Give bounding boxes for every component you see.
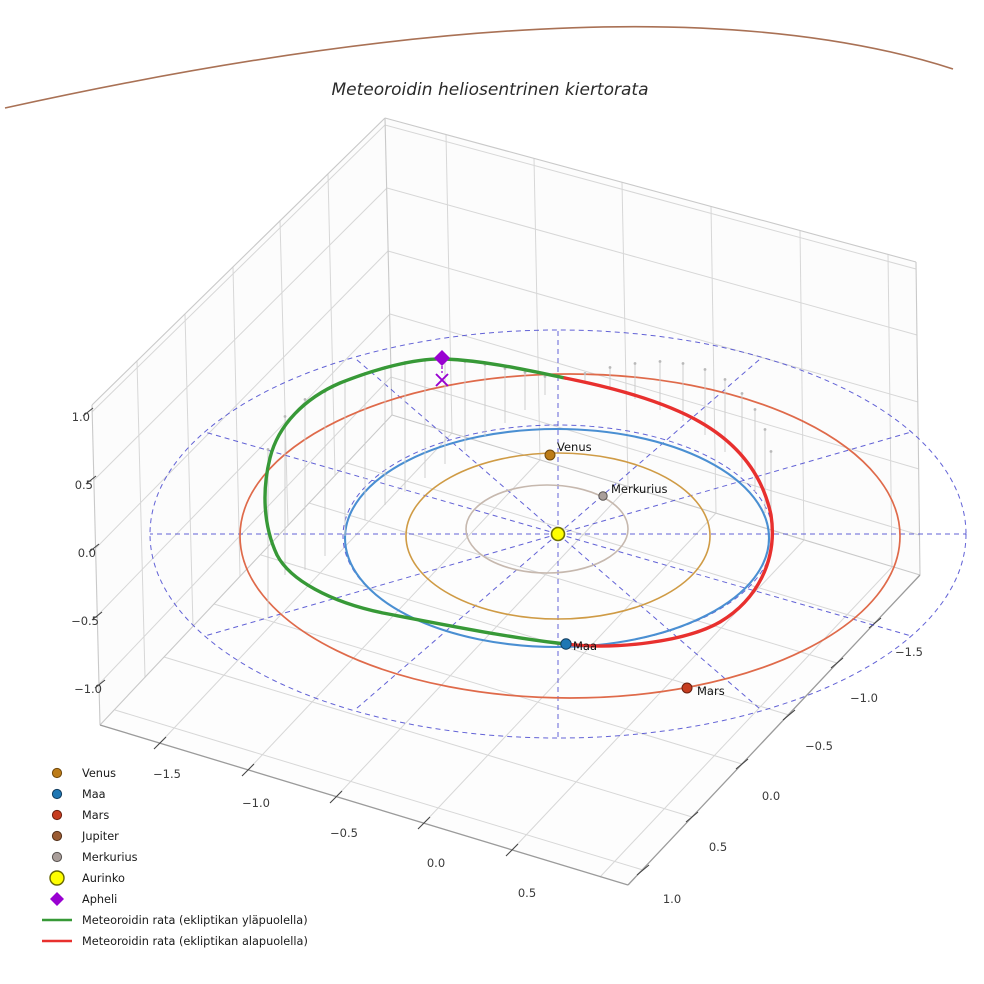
planet-orbits	[4, 25, 954, 699]
mars-label: Mars	[697, 684, 725, 698]
stem-dot	[633, 362, 637, 365]
stem-dot	[283, 415, 287, 418]
legend-label-meteoroid-below: Meteoroidin rata (ekliptikan alapuolella…	[82, 935, 308, 948]
legend-label-jupiter: Jupiter	[81, 830, 119, 843]
venus-orbit	[405, 452, 711, 620]
legend-marker-maa	[51, 788, 63, 800]
earth-label: Maa	[573, 639, 597, 653]
legend-marker-aurinko	[49, 870, 65, 886]
mercury-orbit	[465, 484, 629, 574]
stem-dot	[658, 360, 662, 363]
x-tick-label: 0.5	[518, 886, 536, 900]
stem-dot	[543, 375, 547, 378]
legend: Venus Maa Mars Jupiter Merkurius Aurinko…	[42, 767, 308, 948]
x-tick-label: −1.0	[242, 796, 270, 810]
ecliptic-circle-2au	[149, 329, 967, 739]
ecliptic-spoke-line	[204, 431, 559, 535]
x-axis-line	[99, 724, 629, 886]
pane-right-wall	[384, 118, 920, 575]
x-tick-label: −1.5	[153, 767, 181, 781]
legend-label-maa: Maa	[82, 788, 106, 801]
ecliptic-spoke-line	[204, 533, 559, 637]
stem-dot	[763, 428, 767, 431]
chart-title: Meteoroidin heliosentrinen kiertorata	[332, 80, 649, 100]
x-tick-label: −0.5	[330, 826, 358, 840]
mercury-label: Merkurius	[611, 482, 668, 496]
z-tick-label: −0.5	[71, 614, 99, 628]
jupiter-orbit-arc	[4, 25, 954, 109]
y-tick-label: −0.5	[805, 739, 833, 753]
stem-dot	[681, 362, 685, 365]
aphelion-group	[434, 350, 450, 387]
mars-marker	[681, 682, 693, 694]
stem-dot	[303, 398, 307, 401]
y-tick-label: 1.0	[663, 892, 681, 906]
mercury-marker	[598, 491, 608, 501]
body-labels: Venus Merkurius Maa Mars	[557, 440, 725, 698]
legend-label-merkurius: Merkurius	[82, 851, 138, 864]
legend-label-venus: Venus	[82, 767, 116, 780]
legend-label-meteoroid-above: Meteoroidin rata (ekliptikan yläpuolella…	[82, 914, 308, 927]
y-tick-label: 0.5	[709, 840, 727, 854]
y-tick-label: −1.0	[850, 691, 878, 705]
legend-marker-apheli	[50, 892, 64, 906]
z-tick-label: 1.0	[72, 410, 90, 424]
legend-marker-merkurius	[51, 851, 63, 863]
ecliptic-spoke-line	[557, 431, 912, 535]
legend-marker-venus	[51, 767, 63, 779]
y-tick-label: −1.5	[895, 645, 923, 659]
stem-dot	[266, 448, 270, 451]
aphelion-projection-x-marker	[435, 373, 449, 387]
z-axis-tick-labels: 1.0 0.5 0.0 −0.5 −1.0	[71, 410, 102, 696]
stem-dot	[703, 368, 707, 371]
x-tick-label: 0.0	[427, 856, 445, 870]
venus-marker	[544, 449, 556, 461]
earth-orbit	[343, 427, 771, 649]
stem-dot	[753, 408, 757, 411]
venus-label: Venus	[557, 440, 592, 454]
mars-orbit	[239, 373, 901, 699]
z-tick-label: 0.5	[75, 478, 93, 492]
stem-dot	[723, 378, 727, 381]
z-tick-label: −1.0	[74, 682, 102, 696]
body-markers	[544, 449, 693, 694]
z-tick-label: 0.0	[78, 546, 96, 560]
legend-marker-mars	[51, 809, 63, 821]
legend-label-apheli: Apheli	[82, 893, 117, 906]
y-axis-tick-labels: 1.0 0.5 0.0 −0.5 −1.0 −1.5	[663, 645, 923, 906]
stem-dot	[740, 392, 744, 395]
legend-marker-jupiter	[51, 830, 63, 842]
meteoroid-path-below-ecliptic	[563, 376, 774, 648]
legend-label-mars: Mars	[82, 809, 109, 822]
legend-label-aurinko: Aurinko	[82, 872, 125, 885]
x-axis-tick-labels: −1.5 −1.0 −0.5 0.0 0.5	[153, 767, 536, 900]
y-tick-label: 0.0	[762, 789, 780, 803]
ecliptic-radial-grid	[150, 330, 966, 738]
stem-dot	[608, 366, 612, 369]
stem-dot	[583, 372, 587, 375]
sun-marker	[550, 526, 566, 542]
stem-dot	[523, 371, 527, 374]
earth-marker	[560, 638, 572, 650]
stem-dot	[769, 450, 773, 453]
aphelion-diamond-marker	[434, 350, 450, 366]
pane-left-wall	[91, 118, 392, 725]
axis-ticks	[82, 407, 882, 876]
